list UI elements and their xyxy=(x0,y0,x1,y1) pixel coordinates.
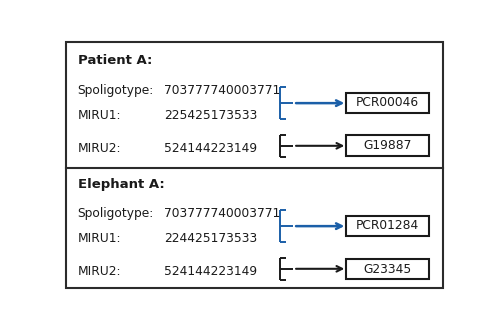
Text: G19887: G19887 xyxy=(363,139,412,152)
Text: Patient A:: Patient A: xyxy=(78,54,152,67)
FancyBboxPatch shape xyxy=(346,259,429,279)
Text: MIRU1:: MIRU1: xyxy=(78,109,121,122)
Text: Spoligotype:: Spoligotype: xyxy=(78,207,154,220)
Text: PCR01284: PCR01284 xyxy=(356,219,419,232)
FancyBboxPatch shape xyxy=(346,135,429,156)
Text: 703777740003771: 703777740003771 xyxy=(164,84,280,97)
FancyBboxPatch shape xyxy=(66,42,443,288)
Text: 225425173533: 225425173533 xyxy=(164,109,257,122)
FancyBboxPatch shape xyxy=(346,215,429,236)
Text: MIRU2:: MIRU2: xyxy=(78,142,121,155)
Text: PCR00046: PCR00046 xyxy=(356,96,419,110)
Text: MIRU2:: MIRU2: xyxy=(78,265,121,278)
Text: 224425173533: 224425173533 xyxy=(164,232,257,245)
Text: Elephant A:: Elephant A: xyxy=(78,178,165,191)
Text: 524144223149: 524144223149 xyxy=(164,265,257,278)
Text: Spoligotype:: Spoligotype: xyxy=(78,84,154,97)
Text: MIRU1:: MIRU1: xyxy=(78,232,121,245)
Text: 524144223149: 524144223149 xyxy=(164,142,257,155)
Text: 703777740003771: 703777740003771 xyxy=(164,207,280,220)
FancyBboxPatch shape xyxy=(346,93,429,113)
Text: G23345: G23345 xyxy=(363,262,412,275)
